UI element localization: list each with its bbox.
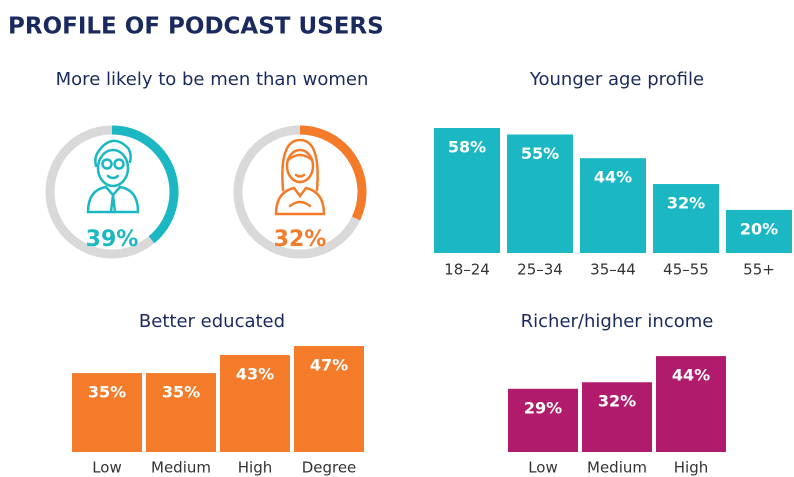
category-label: Low xyxy=(528,459,558,477)
value-label: 44% xyxy=(672,366,710,385)
value-label: 35% xyxy=(162,383,200,402)
value-label: 44% xyxy=(594,168,632,187)
category-label: 45–55 xyxy=(663,261,709,279)
value-label: 39% xyxy=(86,227,139,252)
category-label: High xyxy=(674,459,708,477)
value-label: 58% xyxy=(448,138,486,157)
category-label: 55+ xyxy=(743,261,775,279)
category-label: Low xyxy=(92,459,122,477)
category-label: 35–44 xyxy=(590,261,636,279)
category-label: Medium xyxy=(151,459,211,477)
infographic: PROFILE OF PODCAST USERS More likely to … xyxy=(0,0,794,477)
value-label: 47% xyxy=(310,356,348,375)
value-label: 35% xyxy=(88,383,126,402)
category-label: Medium xyxy=(587,459,647,477)
category-label: 18–24 xyxy=(444,261,490,279)
value-label: 43% xyxy=(236,365,274,384)
value-label: 32% xyxy=(598,392,636,411)
value-label: 29% xyxy=(524,398,562,417)
value-label: 20% xyxy=(740,219,778,238)
category-label: 25–34 xyxy=(517,261,563,279)
value-label: 32% xyxy=(274,227,327,252)
page-title: PROFILE OF PODCAST USERS xyxy=(8,14,384,40)
donut-arc xyxy=(112,130,174,240)
value-label: 55% xyxy=(521,144,559,163)
woman-icon xyxy=(276,140,324,214)
chart-title: Better educated xyxy=(139,311,285,332)
chart-title: More likely to be men than women xyxy=(56,69,369,90)
value-label: 32% xyxy=(667,194,705,213)
chart-title: Younger age profile xyxy=(529,69,704,90)
category-label: Degree xyxy=(302,459,357,477)
chart-title: Richer/higher income xyxy=(521,311,714,332)
man-icon xyxy=(88,141,138,212)
category-label: High xyxy=(238,459,272,477)
